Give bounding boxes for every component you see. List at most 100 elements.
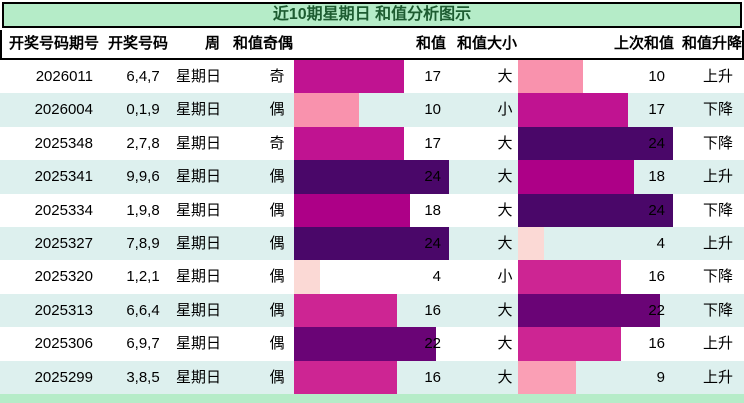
- sum-value-bar: [294, 360, 398, 394]
- table-header: 开奖号码期号 开奖号码 周 和值奇偶 和值 和值大小 上次和值 和值升降: [0, 30, 744, 60]
- sum-trend: 上升: [702, 368, 733, 386]
- weekday-label: 星期日: [176, 101, 222, 119]
- prev-sum-bar: [518, 360, 577, 394]
- issue-number: 2026004: [34, 101, 93, 119]
- sum-value: 24: [424, 234, 441, 252]
- header-numbers: 开奖号码: [108, 35, 169, 52]
- draw-numbers: 2,7,8: [126, 134, 160, 152]
- header-trend: 和值升降: [682, 35, 743, 52]
- sum-parity: 偶: [269, 268, 285, 286]
- draw-numbers: 7,8,9: [126, 234, 160, 252]
- prev-sum-value: 17: [648, 101, 665, 119]
- table-body: 2026011 6,4,7 星期日 奇 17 大 10 上升 2026004 0…: [0, 60, 744, 394]
- header-prev-sum: 上次和值: [614, 35, 675, 52]
- header-issue: 开奖号码期号: [9, 35, 100, 52]
- sum-parity: 偶: [269, 301, 285, 319]
- prev-sum-value: 22: [648, 301, 665, 319]
- draw-numbers: 9,9,6: [126, 168, 160, 186]
- sum-size: 大: [497, 168, 513, 186]
- draw-numbers: 1,2,1: [126, 268, 160, 286]
- sum-trend: 下降: [702, 268, 733, 286]
- weekday-label: 星期日: [176, 335, 222, 353]
- sum-size: 大: [497, 335, 513, 353]
- table-row: 2025320 1,2,1 星期日 偶 4 小 16 下降: [0, 260, 744, 294]
- sum-value-bar: [294, 126, 404, 161]
- sum-size: 小: [497, 268, 513, 286]
- sum-parity: 偶: [269, 201, 285, 219]
- sum-parity: 偶: [269, 168, 285, 186]
- prev-sum-bar: [518, 60, 583, 94]
- weekday-label: 星期日: [176, 268, 222, 286]
- sum-value: 18: [424, 201, 441, 219]
- sum-size: 大: [497, 68, 513, 85]
- issue-number: 2025313: [34, 301, 93, 319]
- sum-trend: 上升: [702, 234, 733, 252]
- bottom-green-strip: [0, 394, 744, 403]
- sum-parity: 偶: [269, 101, 285, 119]
- sum-parity: 奇: [269, 134, 285, 152]
- sum-value-bar: [294, 226, 449, 261]
- sum-value: 16: [424, 368, 441, 386]
- sum-value-bar: [294, 260, 320, 294]
- weekday-label: 星期日: [176, 234, 222, 252]
- table-row: 2025341 9,9,6 星期日 偶 24 大 18 上升: [0, 160, 744, 194]
- sum-value-bar: [294, 60, 404, 94]
- sum-trend: 下降: [702, 134, 733, 152]
- sum-size: 小: [497, 101, 513, 119]
- prev-sum-bar: [518, 293, 660, 328]
- draw-numbers: 6,4,7: [126, 68, 160, 85]
- prev-sum-value: 4: [656, 234, 665, 252]
- sum-trend: 下降: [702, 301, 733, 319]
- issue-number: 2025348: [34, 134, 93, 152]
- sum-size: 大: [497, 301, 513, 319]
- prev-sum-bar: [518, 193, 673, 227]
- sum-parity: 奇: [269, 68, 285, 85]
- weekday-label: 星期日: [176, 134, 222, 152]
- sum-size: 大: [497, 234, 513, 252]
- sum-value-bar: [294, 293, 398, 328]
- prev-sum-bar: [518, 327, 622, 361]
- draw-numbers: 1,9,8: [126, 201, 160, 219]
- table-row: 2025348 2,7,8 星期日 奇 17 大 24 下降: [0, 126, 744, 161]
- sum-size: 大: [497, 134, 513, 152]
- table-row: 2025327 7,8,9 星期日 偶 24 大 4 上升: [0, 226, 744, 261]
- header-sum: 和值: [416, 35, 447, 52]
- chart-title-banner: 近10期星期日 和值分析图示: [2, 2, 742, 28]
- header-week: 周: [205, 35, 221, 52]
- weekday-label: 星期日: [176, 201, 222, 219]
- sum-trend: 下降: [702, 101, 733, 119]
- draw-numbers: 3,8,5: [126, 368, 160, 386]
- issue-number: 2025341: [34, 168, 93, 186]
- prev-sum-value: 16: [648, 335, 665, 353]
- table-row: 2025313 6,6,4 星期日 偶 16 大 22 下降: [0, 293, 744, 328]
- prev-sum-value: 16: [648, 268, 665, 286]
- sum-value-bar: [294, 193, 411, 227]
- draw-numbers: 6,6,4: [126, 301, 160, 319]
- sum-trend: 上升: [702, 335, 733, 353]
- header-size: 和值大小: [457, 35, 518, 52]
- issue-number: 2025334: [34, 201, 93, 219]
- prev-sum-value: 9: [656, 368, 665, 386]
- prev-sum-bar: [518, 260, 622, 294]
- issue-number: 2026011: [35, 68, 93, 85]
- weekday-label: 星期日: [176, 368, 222, 386]
- header-parity: 和值奇偶: [233, 35, 294, 52]
- sum-trend: 上升: [702, 168, 733, 186]
- sum-value: 17: [424, 134, 441, 152]
- sum-value-bar: [294, 160, 449, 194]
- table-row: 2026004 0,1,9 星期日 偶 10 小 17 下降: [0, 93, 744, 127]
- sum-parity: 偶: [269, 335, 285, 353]
- sum-value: 16: [424, 301, 441, 319]
- draw-numbers: 6,9,7: [126, 335, 160, 353]
- table-row: 2025334 1,9,8 星期日 偶 18 大 24 下降: [0, 193, 744, 227]
- sum-parity: 偶: [269, 234, 285, 252]
- prev-sum-bar: [518, 226, 544, 261]
- prev-sum-value: 18: [648, 168, 665, 186]
- prev-sum-value: 24: [648, 134, 665, 152]
- draw-numbers: 0,1,9: [126, 101, 160, 119]
- sum-trend: 上升: [702, 68, 733, 85]
- table-row: 2026011 6,4,7 星期日 奇 17 大 10 上升: [0, 60, 744, 94]
- sum-trend: 下降: [702, 201, 733, 219]
- sum-value: 10: [424, 101, 441, 119]
